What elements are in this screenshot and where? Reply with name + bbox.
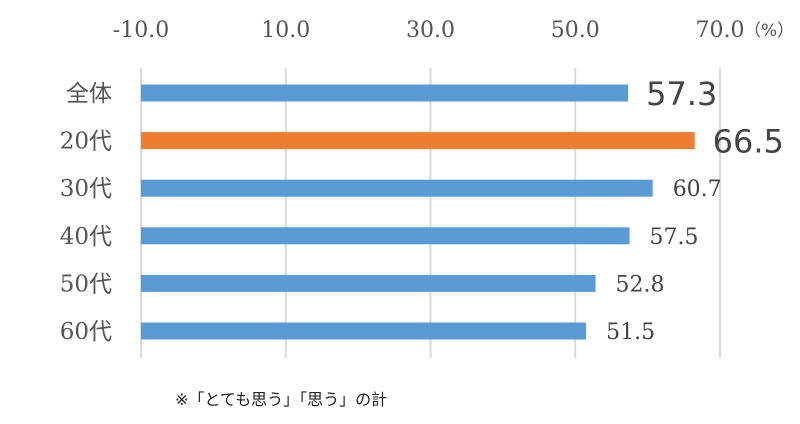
value-label: 52.8 (616, 272, 665, 297)
value-label: 66.5 (713, 123, 784, 161)
x-tick-label: 50.0 (551, 18, 600, 43)
x-tick-label: 70.0 (696, 18, 745, 43)
value-label: 57.5 (650, 225, 699, 250)
bar (141, 322, 587, 340)
x-tick-label: 30.0 (406, 18, 455, 43)
bar (141, 274, 596, 292)
bar (141, 84, 629, 102)
x-tick-label: -10.0 (113, 18, 169, 43)
category-label: 40代 (60, 224, 112, 250)
unit-label: （%） (744, 21, 794, 41)
category-label: 60代 (60, 319, 112, 345)
footnote: ※「とても思う」「思う」の計 (175, 390, 388, 409)
category-label: 50代 (60, 271, 112, 297)
category-label: 30代 (60, 176, 112, 202)
category-label: 全体 (66, 81, 112, 107)
bar (141, 132, 695, 150)
value-label: 57.3 (646, 75, 717, 113)
bar (141, 227, 630, 245)
category-label: 20代 (60, 129, 112, 155)
value-label: 60.7 (673, 177, 722, 202)
bar-chart: -10.0 10.0 30.0 50.0 70.0 （%） 全体 57.3 20代 66.5 30代… (60, 18, 794, 358)
x-tick-label: 10.0 (261, 18, 310, 43)
value-label: 51.5 (606, 320, 655, 345)
bar (141, 179, 653, 197)
